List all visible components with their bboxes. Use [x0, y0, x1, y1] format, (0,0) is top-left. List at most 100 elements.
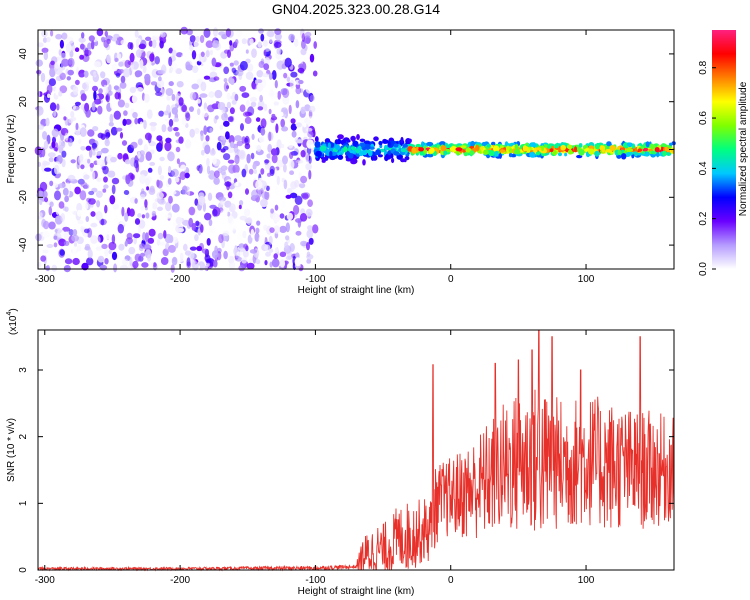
- spectrogram-cell: [300, 175, 308, 184]
- spectrogram-cell: [421, 141, 424, 148]
- spectrogram-cell: [308, 169, 312, 180]
- spectrogram-cell: [428, 148, 435, 154]
- spectrogram-cell: [239, 85, 247, 92]
- spectrogram-cell: [214, 89, 223, 99]
- spectrogram-cell: [288, 33, 296, 42]
- spectrogram-cell: [304, 104, 311, 112]
- spectrogram-cell: [594, 150, 600, 157]
- spectrogram-cell: [320, 145, 327, 152]
- spectrogram-cell: [143, 93, 150, 103]
- spectrogram-cell: [229, 62, 234, 67]
- colorbar-gradient: [712, 30, 736, 269]
- spectrogram-cell: [97, 105, 103, 115]
- spectrogram-cell: [181, 104, 188, 113]
- spectrogram-cell: [239, 60, 248, 71]
- spectrogram-cell: [218, 31, 226, 36]
- spectrogram-cell: [256, 83, 264, 92]
- spectrogram-cell: [70, 111, 75, 118]
- spectrogram-cell: [411, 147, 417, 154]
- spectrogram-cell: [143, 102, 149, 110]
- spectrogram-cell: [300, 240, 308, 247]
- spectrogram-cell: [554, 143, 559, 149]
- spectrogram-cell: [356, 134, 360, 140]
- spectrogram-cell: [35, 59, 43, 67]
- spectrogram-cell: [90, 235, 98, 244]
- spectrogram-cell: [123, 110, 128, 116]
- spectrogram-cell: [304, 31, 312, 38]
- spectrogram-cell: [197, 108, 201, 116]
- spectrogram-cell: [203, 125, 208, 135]
- spectrogram-cell: [306, 139, 314, 149]
- spectrogram-cell: [72, 229, 78, 236]
- spectrogram-cell: [208, 219, 213, 227]
- spectrogram-cell: [558, 152, 562, 157]
- spectrogram-cell: [260, 33, 265, 42]
- spectrogram-cell: [168, 56, 173, 67]
- snr-series-line: [37, 329, 675, 572]
- spectrogram-cell: [48, 221, 56, 230]
- spectrogram-cell: [76, 209, 83, 217]
- spectrogram-cell: [235, 181, 239, 187]
- spectrogram-cell: [246, 63, 254, 72]
- spectrogram-cell: [240, 123, 244, 131]
- spectrogram-cell: [41, 218, 47, 228]
- y-tick-label: 3: [18, 367, 29, 373]
- spectrogram-cell: [279, 259, 286, 268]
- spectrogram-cell: [149, 185, 155, 193]
- spectrogram-cell: [206, 165, 211, 175]
- spectrogram-cell: [54, 164, 60, 175]
- spectrogram-cell: [103, 84, 108, 94]
- spectrogram-cell: [349, 149, 356, 154]
- spectrogram-cell: [120, 265, 128, 270]
- spectrogram-cell: [229, 224, 237, 231]
- spectrogram-cell: [134, 253, 142, 262]
- spectrogram-cell: [103, 176, 108, 183]
- spectrogram-cell: [213, 27, 218, 37]
- spectrogram-cell: [393, 143, 399, 148]
- spectrogram-cell: [306, 258, 312, 264]
- spectrogram-cell: [140, 252, 146, 257]
- spectrogram-cell: [277, 90, 282, 100]
- spectrogram-cell: [156, 180, 163, 189]
- spectrogram-cell: [289, 243, 295, 252]
- spectrogram-x-label: Height of straight line (km): [298, 285, 415, 296]
- spectrogram-cell: [146, 62, 151, 72]
- spectrogram-cell: [158, 110, 165, 117]
- spectrogram-cell: [218, 196, 227, 202]
- spectrogram-cell: [285, 222, 290, 233]
- spectrogram-cell: [274, 28, 282, 35]
- spectrogram-cell: [171, 203, 180, 213]
- spectrogram-cell: [116, 53, 122, 60]
- snr-multiplier-close: ): [8, 308, 19, 311]
- spectrogram-cell: [55, 209, 60, 216]
- spectrogram-cell: [39, 212, 43, 218]
- spectrogram-cell: [214, 170, 220, 178]
- spectrogram-cell: [309, 105, 316, 113]
- spectrogram-cell: [268, 72, 273, 80]
- spectrogram-cell: [595, 144, 600, 150]
- spectrogram-cell: [362, 159, 366, 166]
- spectrogram-cell: [72, 246, 77, 255]
- spectrogram-cell: [249, 38, 254, 45]
- spectrogram-cell: [89, 162, 95, 168]
- spectrogram-cell: [212, 157, 217, 165]
- spectrogram-cell: [168, 234, 174, 244]
- spectrogram-cell: [117, 223, 125, 234]
- spectrogram-cell: [251, 133, 255, 140]
- spectrogram-y-ticks: -40 -20 0 20 40: [18, 48, 674, 252]
- spectrogram-cell: [245, 217, 253, 226]
- spectrogram-cell: [309, 53, 315, 63]
- spectrogram-cell: [250, 228, 255, 239]
- spectrogram-cell: [271, 258, 280, 268]
- spectrogram-cell: [291, 130, 297, 138]
- spectrogram-cell: [48, 157, 54, 163]
- x-tick-label: -300: [35, 274, 55, 285]
- spectrogram-cell: [244, 143, 251, 150]
- spectrogram-cell: [160, 257, 169, 265]
- spectrogram-cell: [132, 260, 139, 269]
- spectrogram-cell: [80, 43, 85, 50]
- spectrogram-cell: [80, 225, 84, 233]
- spectrogram-cell: [301, 193, 309, 200]
- spectrogram-cell: [588, 148, 595, 155]
- spectrogram-cell: [203, 151, 211, 161]
